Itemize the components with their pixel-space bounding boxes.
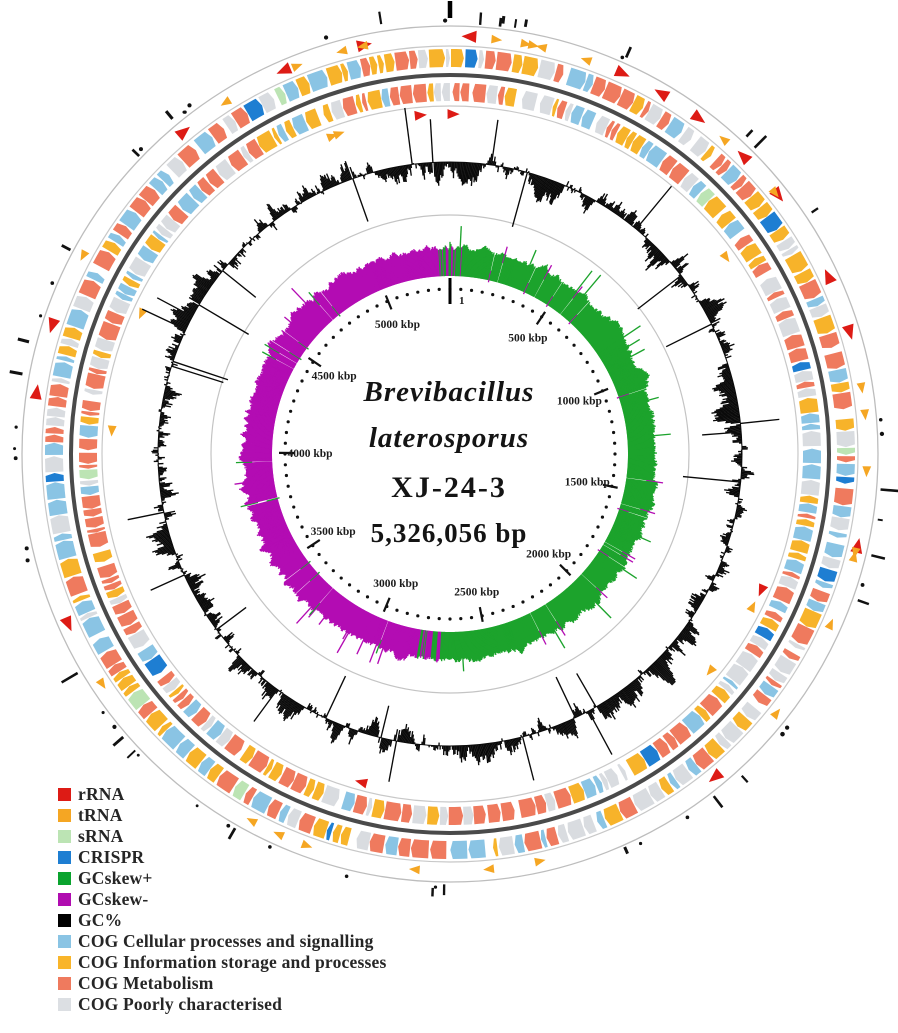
legend-label: sRNA [78, 826, 124, 846]
scale-tick-label: 4000 kbp [287, 448, 332, 460]
scale-tick-label: 3000 kbp [373, 578, 418, 590]
scale-tick-label: 2000 kbp [526, 548, 571, 560]
organism-name-line1: Brevibacillus [363, 376, 535, 408]
scale-tick-label: 3500 kbp [311, 526, 356, 538]
legend-item: COG Information storage and processes [58, 952, 386, 973]
legend-label: COG Metabolism [78, 973, 214, 993]
scale-tick-label: 4500 kbp [312, 370, 357, 382]
legend-color-swatch [58, 851, 71, 864]
strain-name: XJ-24-3 [391, 471, 507, 504]
legend-label: tRNA [78, 805, 123, 825]
legend-color-swatch [58, 914, 71, 927]
legend-label: GCskew+ [78, 868, 153, 888]
legend-item: sRNA [58, 826, 386, 847]
legend-color-swatch [58, 956, 71, 969]
legend-label: COG Poorly characterised [78, 994, 283, 1014]
origin-position-label: 1 [459, 295, 465, 307]
legend-color-swatch [58, 893, 71, 906]
legend-item: GCskew+ [58, 868, 386, 889]
scale-tick-label: 1500 kbp [565, 477, 610, 489]
gc-content-ring [127, 107, 780, 782]
legend-item: rRNA [58, 784, 386, 805]
legend-color-swatch [58, 830, 71, 843]
legend-color-swatch [58, 788, 71, 801]
scale-tick-label: 2500 kbp [454, 586, 499, 598]
legend-color-swatch [58, 872, 71, 885]
legend-label: rRNA [78, 784, 125, 804]
organism-name-line2: laterosporus [368, 422, 530, 454]
legend-label: COG Information storage and processes [78, 952, 387, 972]
ring-outline-circles [21, 25, 879, 883]
scale-tick-label: 5000 kbp [375, 319, 420, 331]
legend-item: COG Cellular processes and signalling [58, 931, 386, 952]
outer-position-ticks [9, 1, 898, 897]
scale-tick-label: 1000 kbp [557, 396, 602, 408]
strand-separator-circle [69, 73, 831, 835]
scale-ring: 1 [278, 278, 618, 623]
cog-forward-strand-ring [45, 49, 855, 859]
legend-label: COG Cellular processes and signalling [78, 931, 374, 951]
legend-label: GCskew- [78, 889, 149, 909]
legend: rRNA tRNA sRNA CRISPR GCskew+ GCskew- GC% COG C… [58, 784, 386, 1015]
legend-label: GC% [78, 910, 123, 930]
genome-size-label: 5,326,056 bp [370, 518, 528, 548]
legend-item: COG Metabolism [58, 973, 386, 994]
legend-item: COG Poorly characterised [58, 994, 386, 1015]
legend-item: GCskew- [58, 889, 386, 910]
legend-item: CRISPR [58, 847, 386, 868]
scale-tick-label: 500 kbp [508, 333, 547, 345]
legend-item: tRNA [58, 805, 386, 826]
legend-item: GC% [58, 910, 386, 931]
legend-color-swatch [58, 809, 71, 822]
gc-skew-ring [234, 226, 671, 672]
cog-reverse-strand-ring [79, 83, 821, 825]
legend-label: CRISPR [78, 847, 145, 867]
rna-feature-ring [29, 30, 872, 875]
scale-labels: 500 kbp 1000 kbp 1500 kbp 2000 kbp 2500 kbp 3… [287, 319, 609, 598]
legend-color-swatch [58, 998, 71, 1011]
legend-color-swatch [58, 977, 71, 990]
legend-color-swatch [58, 935, 71, 948]
